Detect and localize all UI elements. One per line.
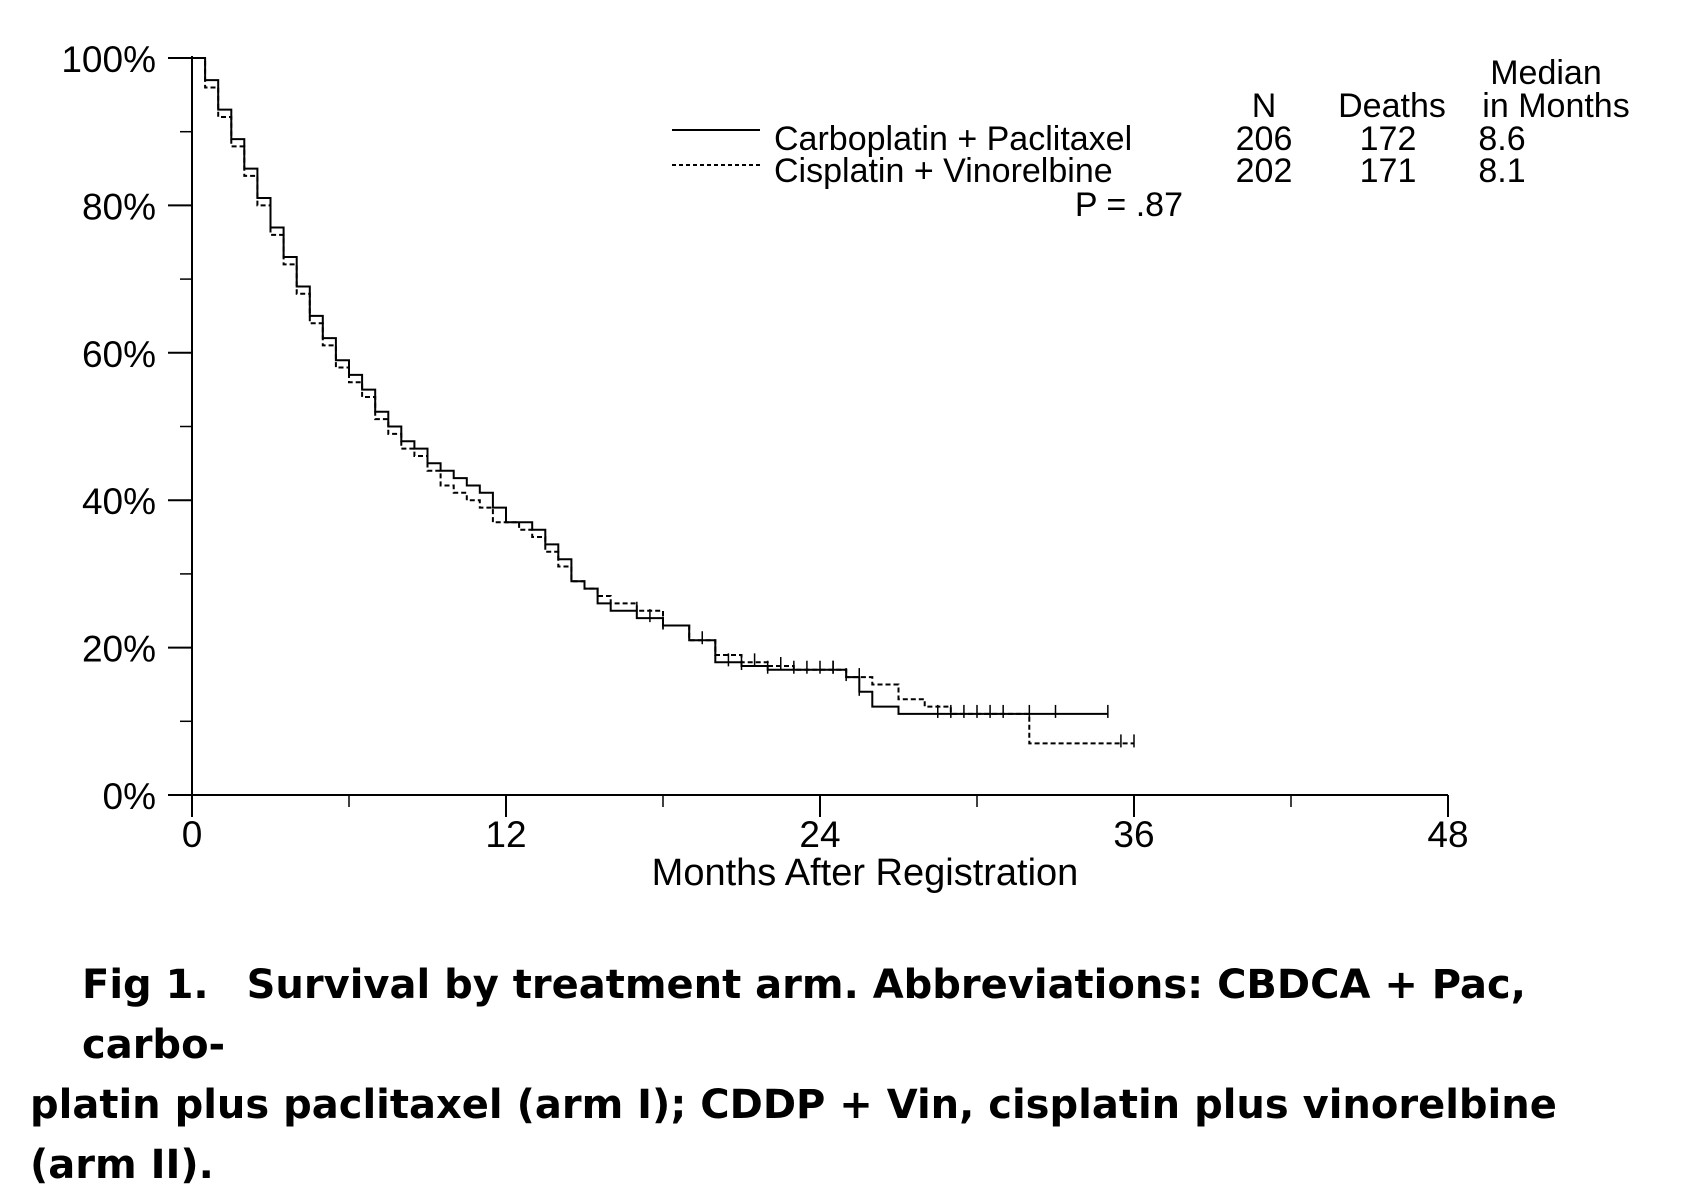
x-tick-label: 0 [182,814,203,855]
legend-series-1-n: 206 [1236,120,1293,158]
legend-series-1-name: Carboplatin + Paclitaxel [774,120,1132,158]
caption-line-2: platin plus paclitaxel (arm I); CDDP + V… [30,1082,1557,1188]
y-tick-label: 0% [103,776,156,817]
legend-header-n: N [1252,87,1277,125]
y-tick-label: 100% [61,39,156,80]
x-axis-label: Months After Registration [652,852,1079,894]
x-tick-label: 48 [1427,814,1468,855]
y-tick-label: 40% [82,481,156,522]
axis-ticks: 0% 20% 40% 60% 80% 100% 0 12 24 36 48 [61,39,1468,855]
caption-line-1-text: Survival by treatment arm. Abbreviations… [82,962,1526,1068]
y-tick-label: 60% [82,334,156,375]
legend-series-2-median: 8.1 [1478,152,1525,190]
legend: Median N Deaths in Months Carboplatin + … [672,54,1630,224]
legend-series-2-name: Cisplatin + Vinorelbine [774,152,1113,190]
series-layer [192,57,1135,748]
x-tick-label: 36 [1113,814,1154,855]
x-tick-label: 24 [799,814,840,855]
legend-series-1-deaths: 172 [1360,120,1417,158]
figure: 0% 20% 40% 60% 80% 100% 0 12 24 36 48 Median N Dea… [30,39,1630,1188]
legend-header-deaths: Deaths [1338,87,1446,125]
caption-fig-label: Fig 1. [82,962,209,1008]
survival-chart: 0% 20% 40% 60% 80% 100% 0 12 24 36 48 Median N Dea… [61,39,1630,894]
legend-series-1-median: 8.6 [1478,120,1525,158]
figure-caption: Fig 1. Survival by treatment arm. Abbrevi… [30,955,1650,1195]
legend-header-median-1: Median [1490,54,1602,92]
series-line-2 [192,57,1134,745]
legend-header-median-2: in Months [1482,87,1629,125]
legend-p-value: P = .87 [1075,186,1183,224]
y-tick-label: 20% [82,629,156,670]
legend-series-2-deaths: 171 [1360,152,1417,190]
legend-series-2-n: 202 [1236,152,1293,190]
caption-line-1: Fig 1. Survival by treatment arm. Abbrevi… [30,955,1650,1075]
y-tick-label: 80% [82,186,156,227]
x-tick-label: 12 [485,814,526,855]
